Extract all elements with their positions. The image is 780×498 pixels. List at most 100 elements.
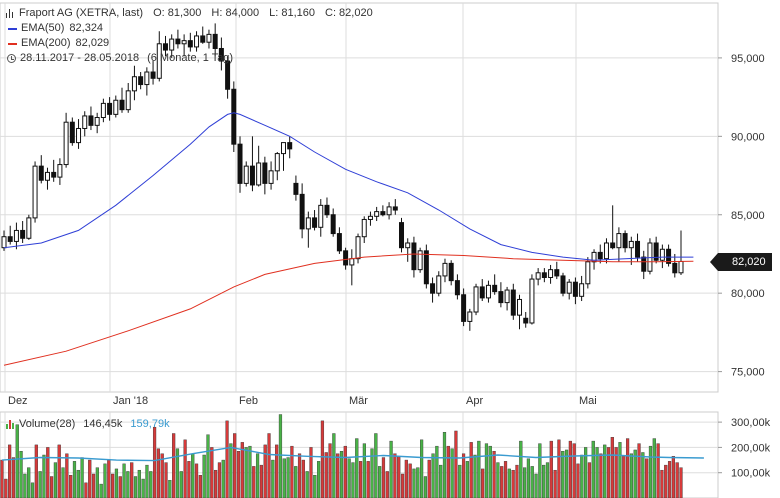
candle (523, 312, 529, 328)
candle (175, 29, 181, 49)
volume-legend: Volume(28) 146,45k 159,79k (6, 418, 170, 430)
volume-bar (515, 464, 519, 498)
candle-body-down (107, 102, 113, 115)
candle-body-up (26, 217, 32, 239)
volume-bar (210, 447, 214, 498)
candle-body-up (349, 258, 355, 266)
candle (560, 272, 566, 297)
candle-body-down (336, 233, 342, 252)
volume-bar (484, 443, 489, 498)
ema50-label: EMA(50) (21, 22, 65, 34)
candle-body-up (44, 171, 50, 181)
candle-body-down (523, 317, 529, 324)
volume-bar (42, 454, 46, 498)
x-axis: Dez Jan '18 Feb Mär Apr Mai (8, 395, 597, 407)
candle-body-down (454, 280, 460, 296)
volume-bar (76, 469, 80, 498)
volume-bar (454, 430, 458, 498)
candle-body-down (399, 222, 405, 249)
candle-body-down (231, 88, 237, 145)
candle (548, 264, 554, 284)
candle (436, 271, 442, 297)
candle (156, 31, 162, 82)
volume-bar (336, 453, 340, 498)
candle (225, 56, 231, 99)
candle-body-down (666, 248, 672, 264)
ema50-swatch (8, 27, 17, 30)
candle-body-up (591, 251, 597, 263)
candle-body-down (380, 211, 386, 216)
volume-bar (324, 452, 328, 498)
chart-legend: Fraport AG (XETRA, last) O: 81,300 H: 84… (6, 6, 373, 66)
volume-bar (358, 461, 363, 498)
candle (63, 112, 69, 168)
y-tick-label: 80,000 (731, 288, 765, 300)
candlestick-series (1, 23, 684, 331)
candle (280, 142, 286, 171)
volume-bar (652, 438, 656, 498)
candle-body-down (7, 236, 13, 242)
high-value: H: 84,000 (211, 7, 260, 19)
volume-bar (625, 438, 630, 498)
candle-body-up (659, 248, 665, 261)
volume-bar (122, 463, 126, 498)
volume-bar (637, 443, 641, 498)
candle (399, 217, 405, 253)
y-tick-label: 90,000 (731, 131, 765, 143)
y-tick-label: 95,000 (731, 53, 765, 65)
candle (262, 156, 268, 195)
candle (324, 197, 330, 218)
candle-body-down (411, 242, 417, 271)
candle-body-up (256, 162, 262, 186)
candle-body-down (162, 43, 168, 51)
volume-bar (511, 469, 515, 498)
volume-bar (614, 447, 618, 498)
volume-bar (675, 462, 679, 498)
candle (13, 222, 19, 250)
volume-bar (400, 473, 405, 498)
candle (616, 227, 622, 262)
volume-bar (137, 469, 141, 498)
volume-bars (0, 414, 683, 498)
candle (69, 117, 75, 146)
volume-bar (370, 448, 374, 498)
candle (442, 258, 448, 283)
volume-bar (545, 462, 550, 498)
volume-bar (431, 453, 435, 498)
candle-body-up (374, 211, 380, 217)
volume-bar (255, 453, 260, 498)
volume-bar (576, 463, 580, 498)
volume-bar (202, 454, 206, 498)
volume-bar (172, 433, 176, 498)
volume-bar (88, 459, 92, 498)
volume-bar (374, 433, 378, 498)
volume-bar (221, 459, 225, 498)
volume-bar (145, 464, 149, 498)
volume-bar (259, 464, 263, 498)
candle (504, 286, 510, 311)
instrument-row: Fraport AG (XETRA, last) O: 81,300 H: 84… (6, 6, 373, 21)
volume-bar (34, 444, 38, 498)
candle (38, 155, 44, 184)
volume-bar (633, 449, 637, 498)
volume-bar (118, 476, 122, 498)
volume-bar (404, 459, 408, 498)
volume-bar (648, 445, 653, 498)
volume-bar (381, 457, 386, 498)
candle-body-down (392, 206, 398, 211)
volume-bar (530, 466, 534, 498)
instrument-name: Fraport AG (XETRA, last) (19, 7, 144, 19)
candle (597, 244, 603, 264)
candle-body-down (461, 294, 467, 322)
volume-bar (133, 476, 138, 498)
candle (336, 227, 342, 254)
candle (349, 249, 355, 286)
candle-body-down (635, 240, 641, 258)
candle-body-up (131, 76, 137, 92)
volume-bar (442, 432, 447, 498)
candle-body-down (88, 115, 94, 126)
date-range: 28.11.2017 - 28.05.2018 (20, 52, 140, 64)
candle (305, 211, 311, 248)
candle (647, 238, 653, 275)
candle-body-up (82, 115, 88, 129)
